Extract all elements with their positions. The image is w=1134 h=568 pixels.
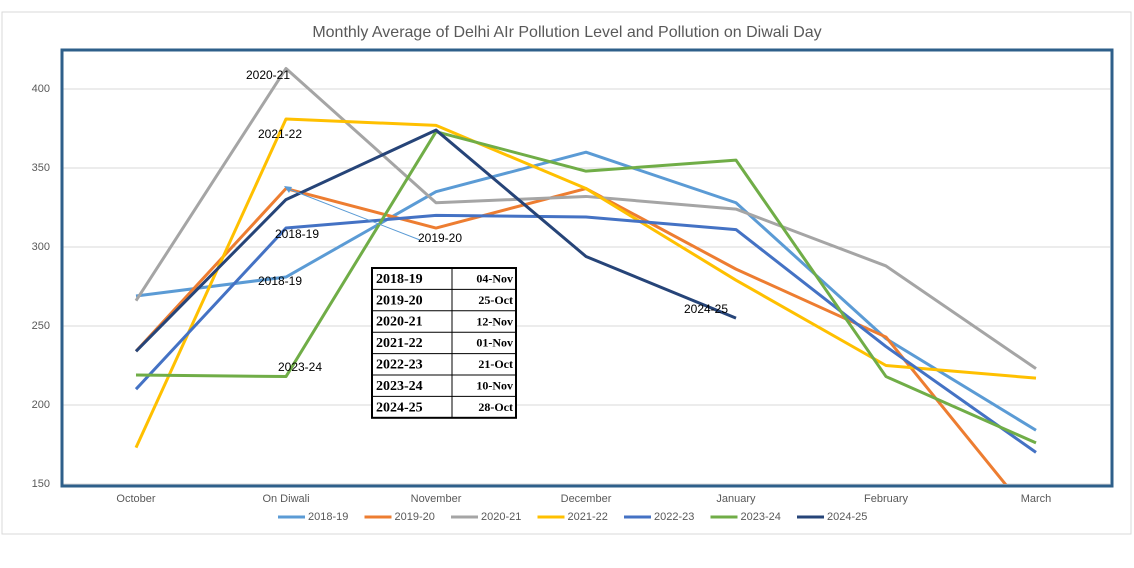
chart-frame: [1, 11, 1132, 535]
table-cell: 2021-22: [376, 336, 423, 351]
y-tick-label: 300: [32, 241, 50, 253]
table-cell: 2020-21: [376, 315, 423, 330]
plot-border: [60, 48, 1114, 488]
chart-title: Monthly Average of Delhi AIr Pollution L…: [312, 24, 821, 41]
legend-label: 2023-24: [741, 511, 781, 523]
table-cell: 25-Oct: [478, 293, 513, 307]
annotation: 2023-24: [278, 360, 322, 374]
x-tick-label: February: [864, 493, 909, 505]
table-cell: 28-Oct: [478, 400, 513, 414]
y-tick-label: 250: [32, 320, 50, 332]
annotation: 2021-22: [258, 127, 302, 141]
series-line: [134, 128, 737, 353]
table-cell: 12-Nov: [476, 314, 513, 328]
table-cell: 2023-24: [376, 379, 423, 394]
legend-label: 2021-22: [568, 511, 608, 523]
grid: 150 200 250 300 350 400 October On Diwali Novemb…: [32, 83, 1110, 505]
x-tick-label: March: [1021, 493, 1052, 505]
x-tick-label: November: [411, 493, 462, 505]
annotation: 2018-19: [258, 274, 302, 288]
table-cell: 2019-20: [376, 293, 423, 308]
series-line: [134, 117, 1037, 449]
arrow-head: [284, 186, 292, 193]
table-cell: 01-Nov: [476, 336, 513, 350]
x-tick-label: December: [561, 493, 612, 505]
x-tick-label: October: [116, 493, 155, 505]
x-tick-label: On Diwali: [262, 493, 309, 505]
series-line: [134, 213, 1037, 454]
table-cell: 21-Oct: [478, 357, 513, 371]
annotation: 2020-21: [246, 68, 290, 82]
legend-label: 2022-23: [654, 511, 694, 523]
annotation: 2024-25: [684, 302, 728, 316]
y-tick-label: 350: [32, 162, 50, 174]
table-cell: 10-Nov: [476, 378, 513, 392]
y-tick-label: 200: [32, 399, 50, 411]
table-frame: [371, 267, 517, 419]
y-tick-label: 400: [32, 83, 50, 95]
table-cell: 2018-19: [376, 272, 423, 287]
annotations: 2020-21 2021-22 2018-19 2019-20 2018-19 2023-…: [246, 68, 728, 419]
series-line: [134, 66, 1037, 370]
table-cell: 2024-25: [376, 400, 423, 415]
annotation: 2019-20: [418, 231, 462, 245]
x-tick-label: January: [716, 493, 756, 505]
table-cell: 2022-23: [376, 358, 423, 373]
legend-label: 2020-21: [481, 511, 521, 523]
legend: 2018-19 2019-20 2020-21 2021-22 2022-23 2023-…: [278, 511, 867, 523]
legend-label: 2018-19: [308, 511, 348, 523]
annotation: 2018-19: [275, 227, 319, 241]
y-tick-label: 150: [32, 478, 50, 490]
series-line: [135, 130, 1037, 445]
table-cell: 04-Nov: [476, 271, 513, 285]
legend-label: 2019-20: [395, 511, 435, 523]
legend-label: 2024-25: [827, 511, 867, 523]
arrow: [285, 187, 421, 241]
